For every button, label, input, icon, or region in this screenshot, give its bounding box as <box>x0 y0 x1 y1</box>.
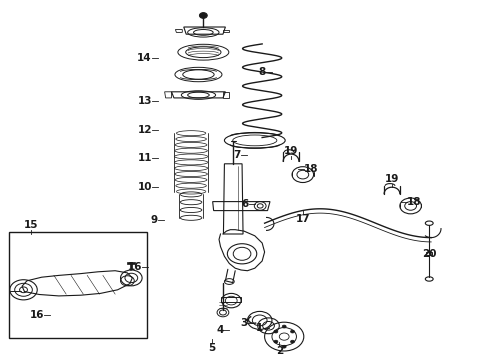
Ellipse shape <box>282 345 286 348</box>
Text: 16: 16 <box>127 262 142 272</box>
Ellipse shape <box>291 330 294 333</box>
Text: 10: 10 <box>137 182 152 192</box>
Text: 11: 11 <box>137 153 152 163</box>
Ellipse shape <box>291 340 294 343</box>
Text: 20: 20 <box>422 249 437 259</box>
Text: 19: 19 <box>284 145 298 156</box>
Ellipse shape <box>274 330 278 333</box>
Text: 17: 17 <box>295 214 310 224</box>
Text: 2: 2 <box>276 346 283 356</box>
Text: 8: 8 <box>259 67 266 77</box>
Text: 7: 7 <box>234 150 241 160</box>
Text: 5: 5 <box>208 343 215 353</box>
Text: 18: 18 <box>407 197 421 207</box>
Text: 14: 14 <box>137 53 152 63</box>
Text: 9: 9 <box>150 215 158 225</box>
Ellipse shape <box>199 13 207 18</box>
Polygon shape <box>127 262 135 264</box>
Text: 12: 12 <box>137 125 152 135</box>
Ellipse shape <box>282 325 286 328</box>
Text: 15: 15 <box>24 220 38 230</box>
Text: 18: 18 <box>304 164 318 174</box>
Ellipse shape <box>274 340 278 343</box>
Text: 6: 6 <box>242 199 249 210</box>
Text: 4: 4 <box>216 325 223 336</box>
Bar <box>9 232 147 338</box>
Text: 13: 13 <box>137 96 152 106</box>
Text: 19: 19 <box>385 174 399 184</box>
Text: 3: 3 <box>240 318 247 328</box>
Text: 1: 1 <box>256 323 263 333</box>
Text: 16: 16 <box>29 310 44 320</box>
